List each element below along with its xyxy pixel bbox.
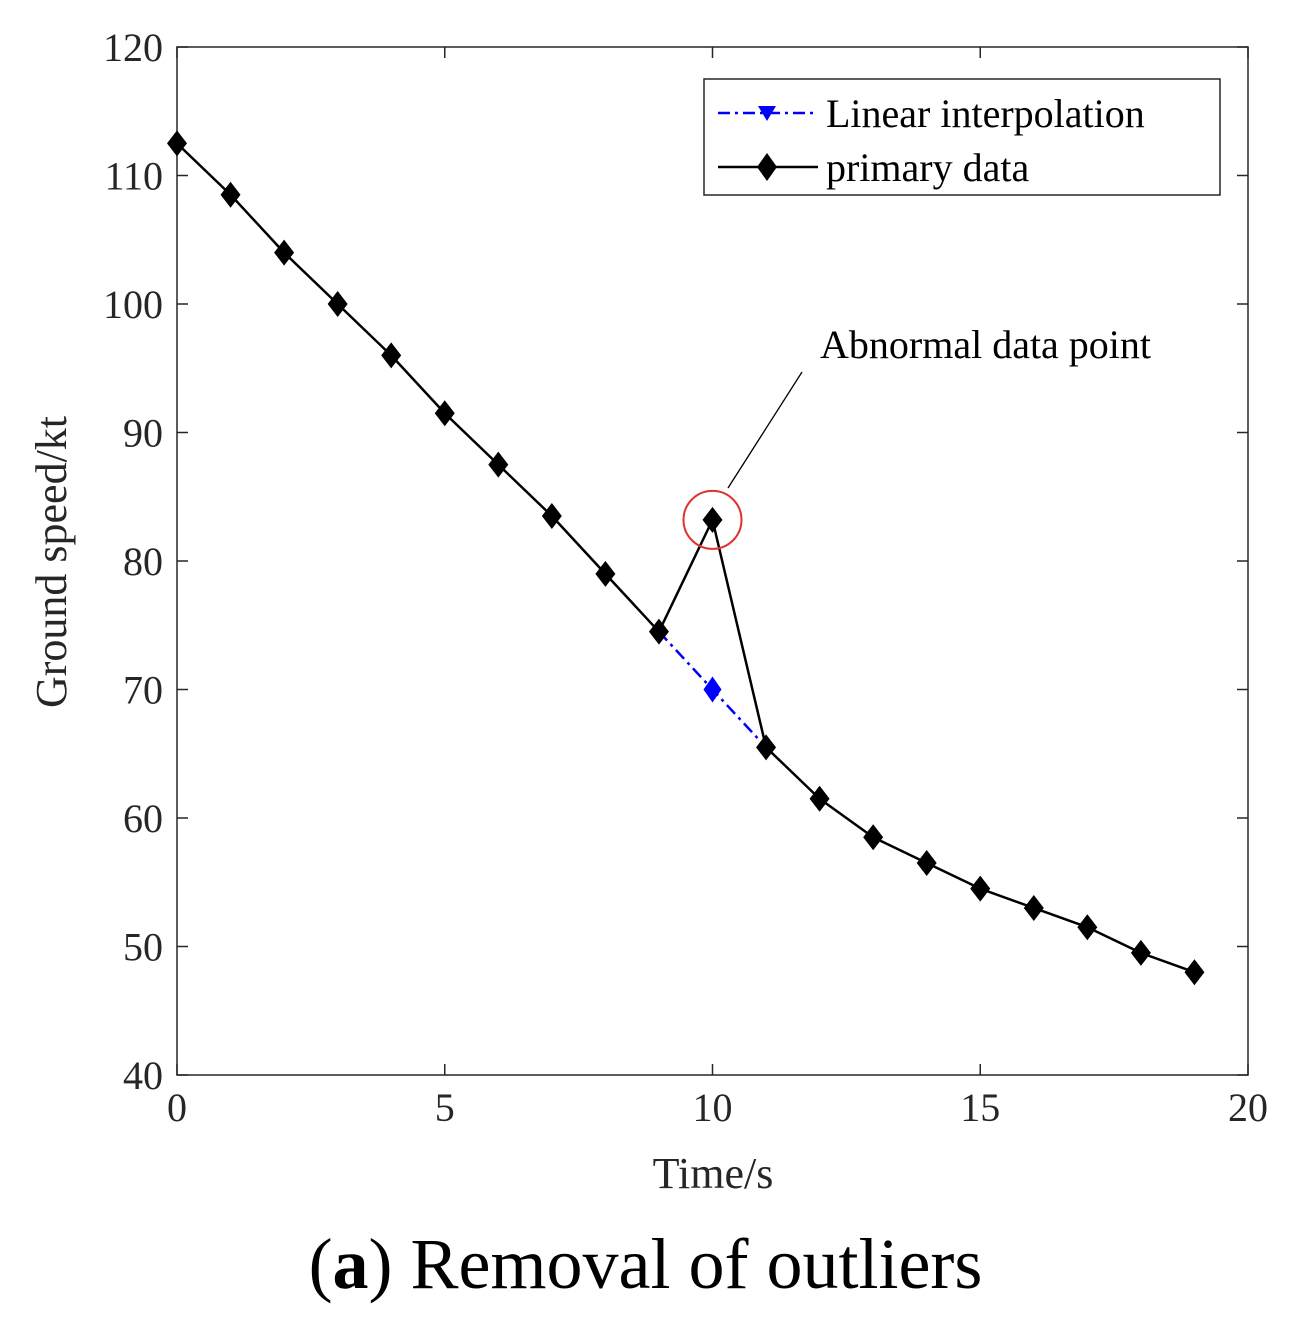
data-point-primary [274,239,295,266]
chart-svg: 40 50 60 70 80 90 100 110 120 0 5 10 15 20 Time/s Gr… [27,25,1268,1198]
data-point-primary [167,130,187,157]
y-tick-label: 50 [123,925,163,970]
y-tick-label: 120 [103,25,163,70]
x-axis-title: Time/s [653,1149,774,1198]
data-point-primary [327,291,348,317]
data-point-primary [702,506,723,533]
y-tick-label: 100 [103,282,163,327]
data-point-primary [381,342,402,369]
data-point-primary [1077,914,1098,941]
y-axis-title: Ground speed/kt [27,416,76,708]
legend-label-primary: primary data [826,145,1029,190]
data-point-interpolated [703,676,722,703]
series-layer [167,130,1205,986]
data-point-primary [541,503,562,530]
data-point-primary [595,560,616,587]
legend: Linear interpolation primary data [703,78,1221,196]
annotation-circle [682,489,743,550]
data-point-primary [756,734,777,761]
data-point-primary [488,451,509,478]
data-point-primary [1130,939,1151,966]
data-point-primary [1023,894,1044,921]
annotation-layer: Abnormal data point [682,322,1151,550]
data-point-primary [648,618,669,645]
annotation-leader-line [727,371,803,489]
x-axis: 0 5 10 15 20 [167,47,1268,1130]
data-point-primary [434,400,455,427]
data-point-primary [863,824,884,851]
legend-marker-primary [757,153,777,181]
data-point-primary [809,785,830,812]
x-tick-label: 20 [1228,1085,1268,1130]
legend-marker-interp [758,106,776,121]
data-point-primary [916,849,937,876]
y-tick-label: 70 [123,668,163,713]
data-point-primary [1184,959,1205,986]
series-line-primary-data [176,142,1195,974]
x-tick-label: 10 [693,1085,733,1130]
x-tick-label: 0 [167,1085,187,1130]
data-point-primary [970,875,991,902]
x-tick-label: 15 [960,1085,1000,1130]
legend-label-interp: Linear interpolation [826,91,1145,136]
data-point-primary [220,181,241,208]
caption-text: Removal of outliers [410,1224,983,1304]
y-tick-label: 80 [123,539,163,584]
annotation-label: Abnormal data point [820,322,1151,367]
caption-letter: a [332,1224,369,1304]
y-tick-label: 90 [123,411,163,456]
y-tick-label: 110 [104,154,163,199]
y-tick-label: 60 [123,796,163,841]
figure-caption: (a) Removal of outliers [308,1224,983,1304]
legend-box [703,78,1221,196]
x-tick-label: 5 [435,1085,455,1130]
y-tick-label: 40 [123,1053,163,1098]
y-axis: 40 50 60 70 80 90 100 110 120 [103,25,1248,1098]
